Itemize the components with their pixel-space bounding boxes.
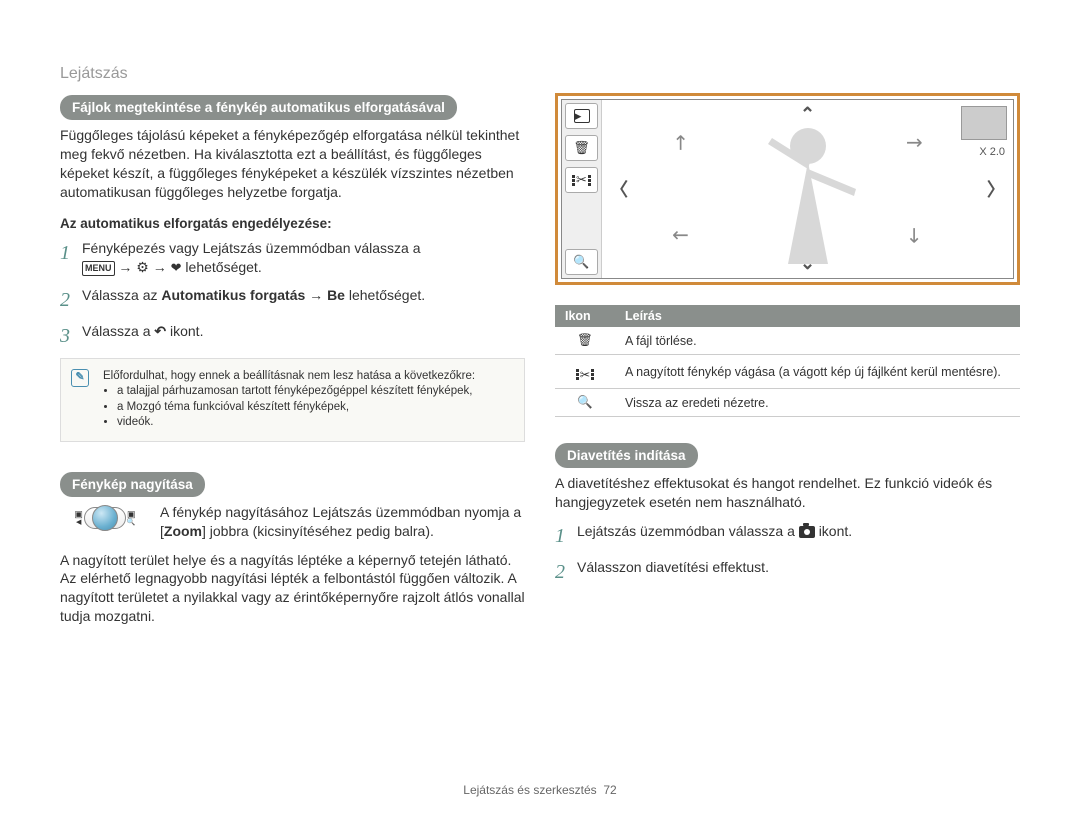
- note-item: a Mozgó téma funkcióval készített fényké…: [117, 400, 512, 416]
- preview-sidebar: ▶ 🗑 ✂ 🔍: [562, 100, 602, 278]
- step-number: 2: [60, 286, 82, 314]
- nav-left-icon[interactable]: 〈: [610, 176, 628, 202]
- zoom-control-illustration: ▣◀ ▣🔍: [60, 503, 150, 529]
- gear-icon: ⚙: [136, 259, 149, 275]
- delete-button[interactable]: 🗑: [565, 135, 598, 161]
- manual-page: Lejátszás Fájlok megtekintése a fénykép …: [0, 0, 1080, 666]
- nav-up-icon[interactable]: ⌃: [800, 104, 815, 125]
- camera-icon: [799, 526, 815, 538]
- nav-right-icon[interactable]: 〉: [987, 176, 1005, 202]
- crop-icon: ✂: [555, 355, 615, 389]
- step3-text-b: ikont.: [170, 323, 203, 339]
- table-header-icon: Ikon: [555, 305, 615, 327]
- thumbnail-overview: [961, 106, 1007, 140]
- step-number: 2: [555, 558, 577, 586]
- step-1: 1 Fényképezés vagy Lejátszás üzemmódban …: [60, 239, 525, 278]
- diag-arrow-icon: ↗: [900, 128, 930, 158]
- step3-text-a: Válassza a: [82, 323, 150, 339]
- section-header-autorotate: Fájlok megtekintése a fénykép automatiku…: [60, 95, 457, 120]
- arrow-2: →: [153, 259, 167, 275]
- right-column: ▶ 🗑 ✂ 🔍: [555, 65, 1020, 636]
- preview-main: ⌃ ⌄ 〈 〉 ↗ ↗ ↗ ↗ X 2.0: [602, 100, 1013, 278]
- arrow-1: →: [118, 259, 132, 275]
- play-button[interactable]: ▶: [565, 103, 598, 129]
- autorotate-subhead: Az automatikus elforgatás engedélyezése:: [60, 216, 525, 231]
- left-column: Lejátszás Fájlok megtekintése a fénykép …: [60, 65, 525, 636]
- slideshow-steps: 1 Lejátszás üzemmódban válassza a ikont.…: [555, 522, 1020, 586]
- step-text: Válasszon diavetítési effektust.: [577, 558, 1020, 578]
- zoom-body: A nagyított terület helye és a nagyítás …: [60, 551, 525, 627]
- nav-down-icon[interactable]: ⌄: [800, 253, 815, 274]
- camera-preview-frame: ▶ 🗑 ✂ 🔍: [555, 93, 1020, 285]
- note-list: a talajjal párhuzamosan tartott fényképe…: [117, 384, 512, 431]
- section-header-zoom: Fénykép nagyítása: [60, 472, 205, 497]
- step-text: Lejátszás üzemmódban válassza a ikont.: [577, 522, 1020, 542]
- step-number: 3: [60, 322, 82, 350]
- step-text: Válassza az Automatikus forgatás → Be le…: [82, 286, 525, 306]
- camera-preview: ▶ 🗑 ✂ 🔍: [561, 99, 1014, 279]
- zoom-tele-icon: ▣🔍: [127, 510, 136, 526]
- person-silhouette: [738, 114, 878, 264]
- zoom-slider-icon: [84, 507, 126, 529]
- slideshow-body: A diavetítéshez effektusokat és hangot r…: [555, 474, 1020, 512]
- note-box: ✎ Előfordulhat, hogy ennek a beállításna…: [60, 358, 525, 442]
- table-desc: A nagyított fénykép vágása (a vágott kép…: [615, 355, 1020, 389]
- step1-text-d: lehetőséget.: [185, 259, 261, 275]
- step-1: 1 Lejátszás üzemmódban válassza a ikont.: [555, 522, 1020, 550]
- table-desc: A fájl törlése.: [615, 327, 1020, 355]
- back-icon: ↶: [154, 323, 166, 339]
- step-3: 3 Válassza a ↶ ikont.: [60, 322, 525, 350]
- table-row: 🔍 Vissza az eredeti nézetre.: [555, 389, 1020, 417]
- chevron-down-icon: ❤: [171, 260, 182, 275]
- page-footer: Lejátszás és szerkesztés 72: [0, 783, 1080, 797]
- diag-arrow-icon: ↗: [900, 221, 930, 251]
- trash-icon: 🗑: [555, 327, 615, 355]
- table-desc: Vissza az eredeti nézetre.: [615, 389, 1020, 417]
- section-header-slideshow: Diavetítés indítása: [555, 443, 698, 468]
- autorotate-body: Függőleges tájolású képeket a fényképező…: [60, 126, 525, 202]
- zoom-out-icon: 🔍: [555, 389, 615, 417]
- page-number: 72: [603, 783, 616, 797]
- autorotate-steps: 1 Fényképezés vagy Lejátszás üzemmódban …: [60, 239, 525, 350]
- table-row: 🗑 A fájl törlése.: [555, 327, 1020, 355]
- diag-arrow-icon: ↗: [666, 221, 696, 251]
- step-2: 2 Válasszon diavetítési effektust.: [555, 558, 1020, 586]
- diag-arrow-icon: ↗: [666, 128, 696, 158]
- step-text: Válassza a ↶ ikont.: [82, 322, 525, 342]
- zoom-instruction-text: A fénykép nagyításához Lejátszás üzemmód…: [160, 503, 525, 541]
- note-lead: Előfordulhat, hogy ennek a beállításnak …: [103, 369, 512, 385]
- step-2: 2 Válassza az Automatikus forgatás → Be …: [60, 286, 525, 314]
- zoom-reset-button[interactable]: 🔍: [565, 249, 598, 275]
- page-title: Lejátszás: [60, 65, 525, 83]
- note-icon: ✎: [71, 369, 89, 387]
- zoom-wide-icon: ▣◀: [74, 510, 83, 526]
- table-row: ✂ A nagyított fénykép vágása (a vágott k…: [555, 355, 1020, 389]
- footer-text: Lejátszás és szerkesztés: [463, 783, 596, 797]
- table-header-desc: Leírás: [615, 305, 1020, 327]
- note-item: videók.: [117, 415, 512, 431]
- crop-button[interactable]: ✂: [565, 167, 598, 193]
- step-number: 1: [60, 239, 82, 267]
- step-number: 1: [555, 522, 577, 550]
- note-item: a talajjal párhuzamosan tartott fényképe…: [117, 384, 512, 400]
- icon-description-table: Ikon Leírás 🗑 A fájl törlése. ✂ A nagyít…: [555, 305, 1020, 417]
- step-text: Fényképezés vagy Lejátszás üzemmódban vá…: [82, 239, 525, 278]
- zoom-instruction-row: ▣◀ ▣🔍 A fénykép nagyításához Lejátszás ü…: [60, 503, 525, 541]
- step1-text-a: Fényképezés vagy Lejátszás üzemmódban vá…: [82, 240, 421, 256]
- menu-icon: MENU: [82, 261, 115, 276]
- zoom-level-label: X 2.0: [979, 146, 1005, 158]
